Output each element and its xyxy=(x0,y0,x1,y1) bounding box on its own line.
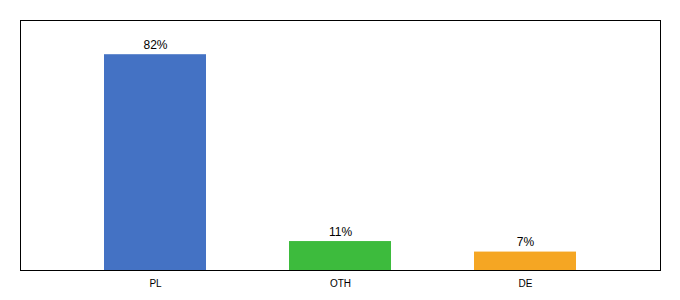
svg-text:PL: PL xyxy=(149,278,162,289)
svg-text:82%: 82% xyxy=(143,38,167,52)
svg-text:DE: DE xyxy=(519,278,533,289)
svg-text:7%: 7% xyxy=(517,235,535,249)
svg-text:11%: 11% xyxy=(329,225,352,239)
svg-text:OTH: OTH xyxy=(330,278,351,289)
